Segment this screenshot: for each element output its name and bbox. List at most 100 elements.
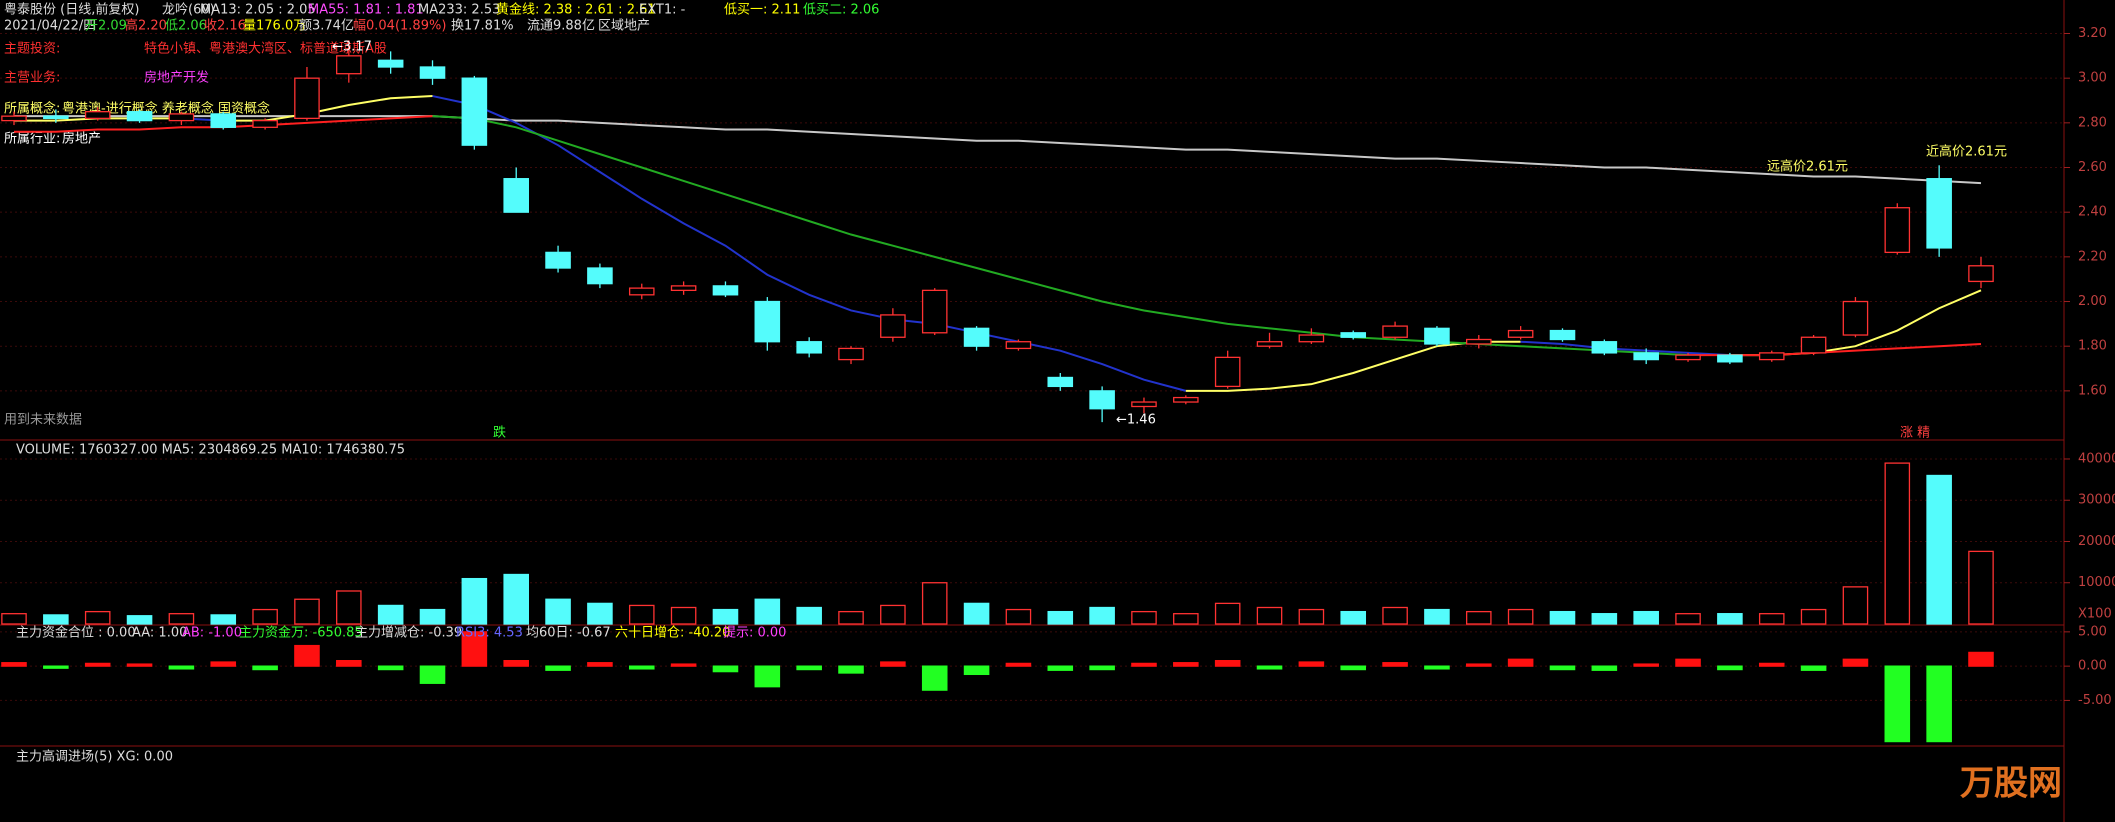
- panel-title: 均60日: -0.67: [526, 626, 611, 641]
- bar: [1298, 608, 1325, 625]
- bar: [168, 665, 195, 670]
- ma-line: [14, 115, 1982, 185]
- header-item: 低2.06: [165, 19, 207, 34]
- y-tick-label: 20000: [2078, 534, 2115, 549]
- candle-body: [587, 267, 613, 285]
- bar: [336, 590, 362, 625]
- candle-body: [1256, 341, 1283, 347]
- bar: [1089, 665, 1115, 671]
- header-item: 开2.09: [85, 19, 127, 34]
- bar: [1633, 663, 1659, 667]
- panel-title: 主力资金合位 : 0.00: [16, 625, 136, 641]
- bar: [1884, 462, 1911, 625]
- bar: [1340, 665, 1367, 671]
- y-tick-label: 1.60: [2078, 383, 2107, 398]
- bar: [168, 613, 195, 625]
- candle-body: [1131, 401, 1157, 408]
- header-item: 龙吟(60): [162, 2, 215, 18]
- bar: [1, 613, 27, 625]
- bar: [252, 608, 278, 625]
- candle-body: [963, 327, 990, 347]
- header-item: 低买一: 2.11: [724, 3, 800, 18]
- bar: [43, 614, 69, 625]
- bar: [1214, 660, 1241, 667]
- candle-body: [126, 111, 153, 122]
- candle-body: [1507, 329, 1534, 338]
- bar: [1717, 613, 1743, 625]
- bar: [252, 665, 278, 671]
- candle-body: [377, 59, 404, 68]
- header-item: MA233: 2.53: [418, 3, 500, 18]
- header-item: 黄金线: 2.38 : 2.61 : 2.61: [496, 2, 656, 18]
- candle-body: [921, 289, 948, 334]
- panel-title: RSI3: 4.53: [456, 626, 523, 641]
- info-text: 所属概念:: [4, 101, 60, 117]
- bar: [1173, 613, 1199, 625]
- bar: [1842, 658, 1869, 667]
- panel-title: VOLUME: 1760327.00 MA5: 2304869.25 MA10:…: [16, 443, 405, 458]
- watermark: 万股网: [1960, 764, 2062, 804]
- bar: [1591, 613, 1618, 625]
- header-item: 粤泰股份 (日线,前复权): [4, 2, 139, 18]
- bar: [1549, 665, 1576, 671]
- candle-body: [1549, 329, 1576, 341]
- candle-body: [210, 113, 237, 128]
- bar: [670, 606, 697, 625]
- candle-body: [1926, 178, 1952, 249]
- panel-frames: [0, 0, 2065, 822]
- bar: [294, 644, 320, 667]
- bar: [1005, 662, 1032, 667]
- bar: [1047, 665, 1074, 671]
- bar: [1424, 665, 1450, 670]
- candle-body: [1466, 338, 1492, 345]
- bar: [210, 614, 237, 625]
- bar: [210, 661, 237, 667]
- bar: [1, 662, 27, 667]
- bar: [1005, 608, 1032, 625]
- bar: [1173, 662, 1199, 667]
- bar: [1256, 606, 1283, 625]
- bar: [1842, 586, 1869, 625]
- candle-body: [1047, 376, 1074, 388]
- header-item: 收2.16: [204, 19, 246, 34]
- bar: [1382, 662, 1408, 667]
- header-item: MA13: 2.05 : 2.05: [200, 3, 316, 18]
- bar: [1424, 608, 1450, 625]
- unit-label: X100: [2078, 607, 2112, 622]
- bar: [1131, 610, 1157, 625]
- candle-body: [1842, 300, 1869, 336]
- annotation: 近高价2.61元: [1926, 144, 2007, 160]
- bar: [1298, 661, 1325, 667]
- candle-body: [754, 300, 781, 343]
- bar: [1675, 613, 1701, 625]
- bar: [1131, 662, 1157, 667]
- bar: [796, 665, 822, 671]
- info-text: 主题投资:: [4, 41, 60, 57]
- bar: [1466, 663, 1492, 667]
- bar: [1340, 610, 1367, 625]
- candle-body: [1717, 354, 1743, 363]
- header-item: 2021/04/22/四: [4, 19, 96, 34]
- bar: [628, 604, 655, 625]
- candle-body: [1800, 336, 1827, 354]
- candle-body: [294, 77, 320, 120]
- y-tick-label: 2.20: [2078, 249, 2107, 264]
- bar: [1633, 610, 1659, 625]
- info-text: 房地产: [62, 131, 101, 147]
- bar: [921, 582, 948, 625]
- bottom-panel-title: 主力高调进场(5) XG: 0.00: [16, 749, 173, 765]
- header-item: 高2.20: [125, 18, 167, 34]
- annotation: ←3.17: [332, 40, 372, 55]
- bar: [1382, 606, 1408, 625]
- header-item: 低买二: 2.06: [803, 3, 879, 18]
- candle-body: [1340, 332, 1367, 338]
- header-item: 幅0.04(1.89%): [353, 19, 446, 34]
- candle-body: [670, 285, 697, 292]
- candle-body: [545, 251, 571, 269]
- candle-body: [1675, 354, 1701, 361]
- bar: [712, 608, 739, 625]
- bar: [587, 662, 613, 667]
- annotation: 跌: [493, 425, 506, 441]
